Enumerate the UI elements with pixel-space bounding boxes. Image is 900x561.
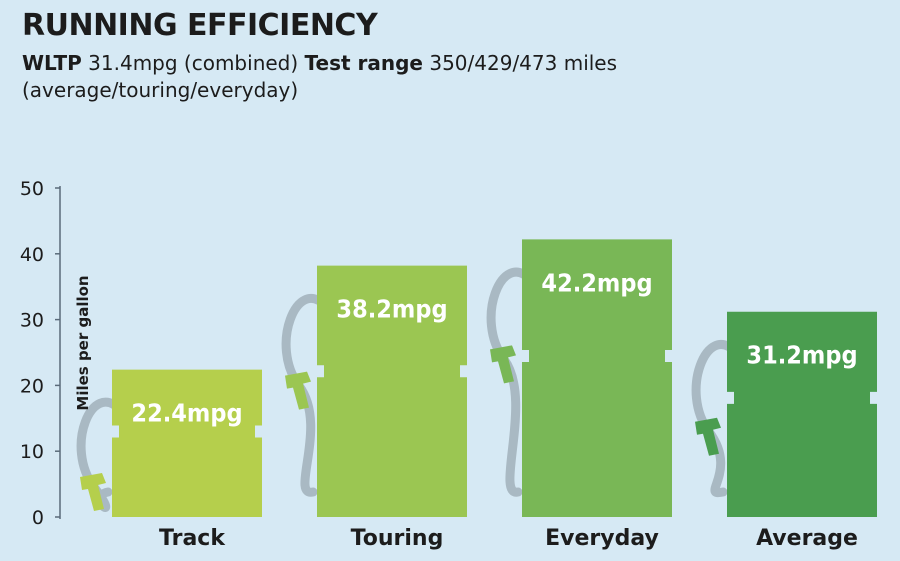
y-tick-label: 0	[32, 507, 44, 529]
range-label: Test range	[304, 51, 423, 75]
bar-value-label: 31.2mpg	[746, 341, 857, 370]
bar-average	[727, 311, 877, 517]
y-tick-label: 40	[20, 244, 44, 266]
bar-value-label: 38.2mpg	[336, 295, 447, 324]
range-value: 350/429/473 miles	[429, 51, 618, 75]
y-tick-label: 10	[20, 441, 44, 463]
bar-track	[112, 369, 262, 517]
chart-title: RUNNING EFFICIENCY	[22, 8, 378, 43]
category-label: Average	[756, 526, 858, 551]
category-label: Touring	[351, 526, 444, 551]
bar-value-label: 42.2mpg	[541, 268, 652, 297]
wltp-value: 31.4mpg (combined)	[88, 51, 299, 75]
fuel-nozzle-icon	[695, 417, 721, 456]
y-axis-title: Miles per gallon	[74, 275, 92, 410]
category-label: Everyday	[545, 526, 659, 551]
bar-value-label: 22.4mpg	[131, 399, 242, 428]
bar-everyday	[522, 239, 672, 517]
fuel-nozzle-icon	[285, 371, 311, 410]
y-tick-label: 30	[20, 310, 44, 332]
fuel-nozzle-icon	[490, 345, 516, 384]
chart-subtitle: WLTP 31.4mpg (combined) Test range 350/4…	[22, 50, 782, 104]
fuel-nozzle-icon	[80, 473, 106, 511]
category-label: Track	[159, 526, 226, 551]
wltp-label: WLTP	[22, 51, 82, 75]
range-note: (average/touring/everyday)	[22, 78, 299, 102]
y-tick-label: 50	[20, 178, 44, 200]
bar-touring	[317, 265, 467, 517]
y-tick-label: 20	[20, 375, 44, 397]
